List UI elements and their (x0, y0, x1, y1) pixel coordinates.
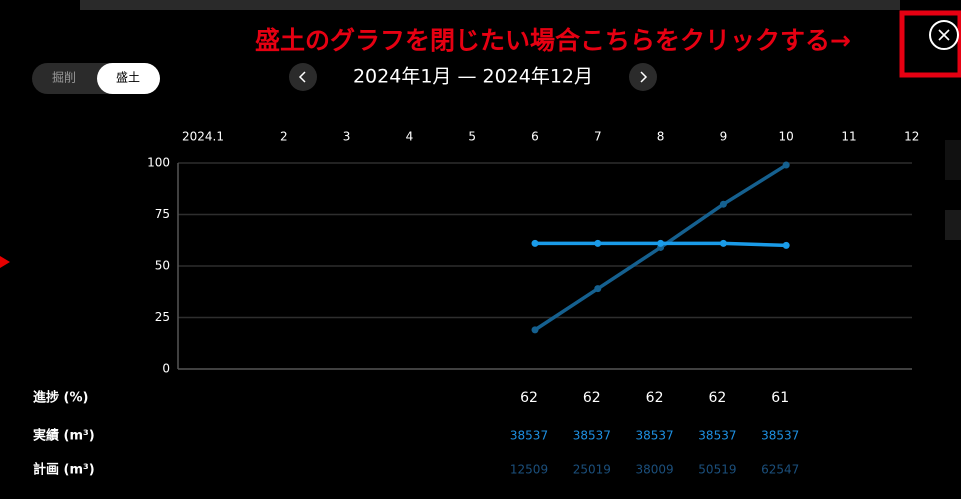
data-point (720, 201, 727, 208)
data-point (783, 162, 790, 169)
x-tick-label: 2 (280, 130, 288, 144)
row-value: 25019 (573, 463, 611, 477)
row-value: 62 (520, 390, 538, 406)
x-tick-label: 2024.1 (182, 130, 224, 144)
row-value: 50519 (698, 463, 736, 477)
data-point (594, 240, 601, 247)
x-tick-label: 12 (904, 130, 919, 144)
page: 盛土のグラフを閉じたい場合こちらをクリックする→ 掘削 盛土 2024年1月 —… (0, 0, 961, 499)
background-image (80, 0, 900, 10)
row-value: 38009 (636, 463, 674, 477)
row-value: 38537 (698, 429, 736, 443)
y-tick-label: 100 (147, 156, 170, 170)
x-tick-label: 6 (531, 130, 539, 144)
side-panel (945, 210, 961, 240)
row-label: 進捗 (%) (33, 390, 88, 406)
row-value: 12509 (510, 463, 548, 477)
annotation: 盛土のグラフを閉じたい場合こちらをクリックする→ (255, 26, 851, 55)
arrow (0, 256, 10, 268)
row-value: 62547 (761, 463, 799, 477)
x-tick-label: 10 (779, 130, 794, 144)
x-tick-label: 3 (343, 130, 351, 144)
date-range: 2024年1月 — 2024年12月 (353, 66, 593, 88)
row-value: 38537 (636, 429, 674, 443)
row-value: 62 (583, 390, 601, 406)
x-tick-label: 5 (468, 130, 476, 144)
y-tick-label: 50 (155, 259, 170, 273)
row-value: 38537 (573, 429, 611, 443)
x-tick-label: 9 (720, 130, 728, 144)
data-point (657, 240, 664, 247)
x-tick-label: 7 (594, 130, 602, 144)
y-tick-label: 75 (155, 207, 170, 221)
row-value: 38537 (761, 429, 799, 443)
y-tick-label: 25 (155, 310, 170, 324)
data-point (720, 240, 727, 247)
prev-button[interactable] (289, 63, 317, 91)
close-button[interactable] (930, 21, 958, 49)
next-button[interactable] (629, 63, 657, 91)
row-value: 61 (771, 390, 789, 406)
data-point (532, 240, 539, 247)
row-value: 62 (708, 390, 726, 406)
screen: 盛土のグラフを閉じたい場合こちらをクリックする→ 掘削 盛土 2024年1月 —… (0, 0, 961, 499)
toggle-option[interactable]: 掘削 (52, 70, 76, 85)
data-point (532, 326, 539, 333)
x-tick-label: 4 (406, 130, 414, 144)
x-tick-label: 8 (657, 130, 665, 144)
side-panel (945, 140, 961, 180)
row-value: 62 (646, 390, 664, 406)
row-label: 計画 (m³) (33, 462, 95, 478)
data-point (783, 242, 790, 249)
data-point (594, 285, 601, 292)
row-value: 38537 (510, 429, 548, 443)
toggle-option[interactable]: 盛土 (116, 70, 140, 85)
y-tick-label: 0 (162, 362, 170, 376)
x-tick-label: 11 (841, 130, 856, 144)
row-label: 実績 (m³) (33, 428, 95, 444)
